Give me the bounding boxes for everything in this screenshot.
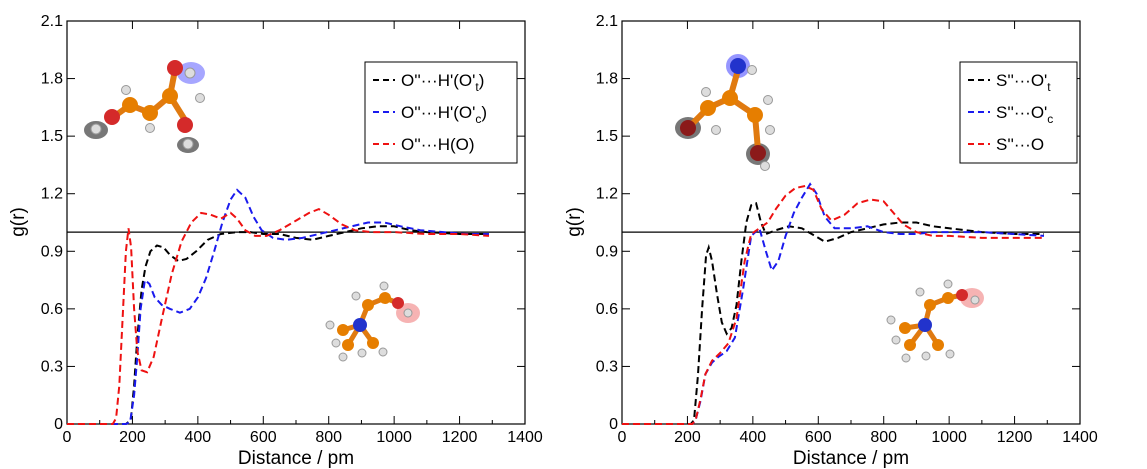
left-legend-label-main-1: O''···H'(O' xyxy=(401,71,475,90)
right-y-tick-label: 1.5 xyxy=(596,128,618,145)
right-x-tick-label: 1400 xyxy=(1062,429,1098,446)
right-legend-label-main-1: S''···O' xyxy=(996,71,1047,90)
right-x-tick-label: 200 xyxy=(674,429,701,446)
right-y-tick-label: 0.9 xyxy=(596,243,618,260)
right-x-tick-label: 400 xyxy=(740,429,767,446)
right-legend-label-sub-1: t xyxy=(1047,80,1051,94)
right-x-tick-label: 0 xyxy=(618,429,627,446)
left-y-axis-label: g(r) xyxy=(8,207,29,237)
left-legend-label-sub-2: c xyxy=(475,112,481,126)
left-series-line-1 xyxy=(67,225,489,425)
left-molecule-bottom-image xyxy=(325,281,420,362)
left-y-tick-label: 1.8 xyxy=(41,71,63,88)
right-series-line-1 xyxy=(622,201,1044,425)
right-series-lines xyxy=(622,182,1045,425)
left-y-tick-label: 0.6 xyxy=(41,301,63,318)
right-legend-label-sub-2: c xyxy=(1047,112,1053,126)
left-molecule-top-image xyxy=(84,60,205,153)
right-legend: S''···O'tS''···O'cS''···O xyxy=(959,61,1078,164)
left-legend-label-3: O''···H(O) xyxy=(401,135,475,154)
right-y-tick-label: 0 xyxy=(609,416,618,433)
left-legend-label-2: O''···H'(O'c) xyxy=(401,103,487,126)
right-series-line-2 xyxy=(622,182,1045,425)
right-y-tick-label: 0.3 xyxy=(596,358,618,375)
left-series-lines xyxy=(67,188,490,425)
right-molecule-top-image xyxy=(675,54,775,171)
left-legend-label-sub-1: t xyxy=(475,80,479,94)
right-y-axis-label: g(r) xyxy=(564,207,585,237)
right-y-tick-label: 2.1 xyxy=(596,13,618,30)
left-x-tick-label: 600 xyxy=(250,429,277,446)
left-x-axis-label: Distance / pm xyxy=(238,448,354,469)
right-x-axis-label: Distance / pm xyxy=(793,448,909,469)
left-y-tick-label: 2.1 xyxy=(41,13,63,30)
right-legend-label-main-2: S''···O' xyxy=(996,103,1047,122)
right-y-tick-label: 0.6 xyxy=(596,301,618,318)
left-y-tick-label: 1.5 xyxy=(41,128,63,145)
left-y-tick-label: 1.2 xyxy=(41,186,63,203)
right-legend-label-2: S''···O'c xyxy=(996,103,1053,126)
left-legend-label-main-3: O''···H(O) xyxy=(401,135,475,154)
right-x-tick-label: 1000 xyxy=(931,429,967,446)
left-y-tick-label: 0 xyxy=(54,416,63,433)
left-x-tick-label: 1400 xyxy=(507,429,543,446)
left-legend-label-tail-2: ) xyxy=(481,103,487,122)
left-x-tick-label: 0 xyxy=(63,429,72,446)
right-legend-label-main-3: S''···O xyxy=(996,135,1044,154)
right-y-tick-label: 1.2 xyxy=(596,186,618,203)
right-molecule-bottom-image xyxy=(886,279,984,363)
left-x-tick-label: 200 xyxy=(119,429,146,446)
left-axis-ticks: 0 200 400 600 800 1000 1200 1400 0 0.3 0.6 0.9 1.2 1.… xyxy=(41,13,543,446)
left-y-tick-label: 0.9 xyxy=(41,243,63,260)
left-legend-label-main-2: O''···H'(O' xyxy=(401,103,475,122)
right-legend-label-1: S''···O't xyxy=(996,71,1051,94)
left-legend-label-tail-1: ) xyxy=(479,71,485,90)
right-x-tick-label: 600 xyxy=(805,429,832,446)
right-series-line-3 xyxy=(622,184,1044,425)
left-x-tick-label: 400 xyxy=(185,429,212,446)
left-chart-panel: 0 200 400 600 800 1000 1200 1400 0 0.3 0.6 0.9 1.2 1.… xyxy=(8,13,543,469)
left-legend: O''···H'(O't)O''···H'(O'c)O''···H(O) xyxy=(364,61,518,164)
left-legend-box xyxy=(364,61,518,164)
left-x-tick-label: 1000 xyxy=(376,429,412,446)
left-series-line-2 xyxy=(67,188,489,425)
right-chart-panel: 0 200 400 600 800 1000 1200 1400 0 0.3 0.6 0.9 1.2 1.… xyxy=(564,13,1098,469)
right-x-tick-label: 800 xyxy=(870,429,897,446)
right-x-tick-label: 1200 xyxy=(997,429,1033,446)
right-y-tick-label: 1.8 xyxy=(596,71,618,88)
left-legend-label-1: O''···H'(O't) xyxy=(401,71,484,94)
left-x-tick-label: 1200 xyxy=(442,429,478,446)
left-series-line-3 xyxy=(67,207,490,425)
left-y-tick-label: 0.3 xyxy=(41,358,63,375)
right-legend-label-3: S''···O xyxy=(996,135,1044,154)
left-x-tick-label: 800 xyxy=(315,429,342,446)
right-axis-ticks: 0 200 400 600 800 1000 1200 1400 0 0.3 0.6 0.9 1.2 1.… xyxy=(596,13,1098,446)
